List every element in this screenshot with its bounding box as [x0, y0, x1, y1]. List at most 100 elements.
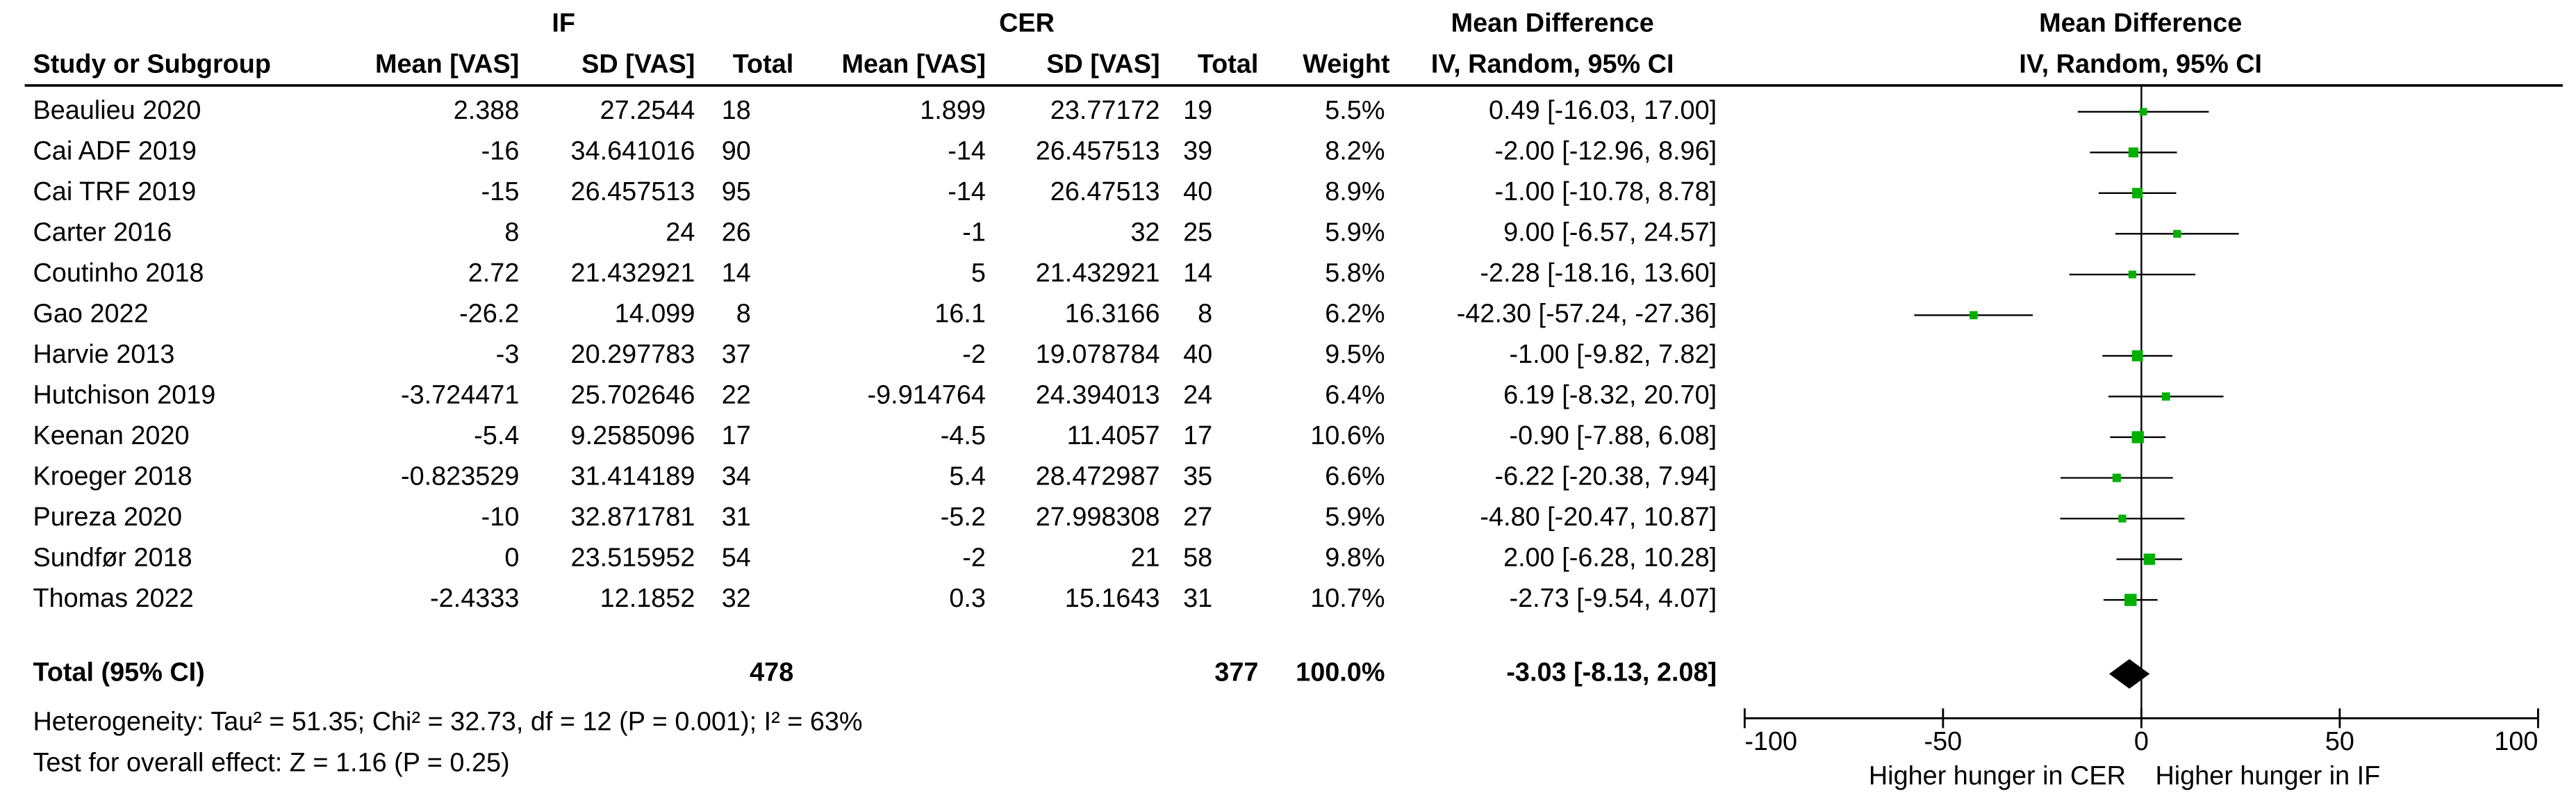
weight: 6.4% [1325, 380, 1385, 409]
effect-square [1970, 311, 1978, 320]
effect-square [2131, 350, 2143, 361]
table-cell: 2.72 [468, 259, 520, 288]
effect-square [2132, 188, 2143, 199]
ci-label: -6.22 [-20.38, 7.94] [1494, 462, 1717, 491]
table-cell: 2.388 [454, 96, 520, 125]
table-cell: 14.099 [615, 299, 695, 328]
ci-label: 2.00 [-6.28, 10.28] [1503, 544, 1717, 573]
table-cell: -5.4 [474, 421, 519, 450]
x-label-left: Higher hunger in CER [1869, 761, 2126, 790]
table-cell: 32 [1130, 218, 1159, 247]
table-cell: 24 [666, 218, 695, 247]
group-header: IF [552, 8, 575, 38]
table-cell: -15 [481, 177, 520, 206]
study-name: Coutinho 2018 [33, 259, 204, 288]
table-cell: 26.457513 [571, 177, 695, 206]
effect-square [2128, 270, 2136, 279]
table-cell: -2.4333 [430, 584, 519, 613]
note: Heterogeneity: Tau² = 51.35; Chi² = 32.7… [33, 707, 862, 736]
table-cell: 24.394013 [1036, 380, 1160, 409]
ci-label: -1.00 [-10.78, 8.78] [1494, 177, 1717, 206]
table-cell: 16.3166 [1065, 299, 1160, 328]
weight: 5.8% [1325, 259, 1385, 288]
ci-label: 9.00 [-6.57, 24.57] [1503, 218, 1717, 247]
table-cell: 95 [722, 177, 751, 206]
table-cell: 20.297783 [571, 340, 695, 369]
x-tick-label: -100 [1744, 727, 1797, 756]
table-cell: 58 [1183, 544, 1212, 573]
table-cell: -3 [496, 340, 520, 369]
table-cell: -10 [481, 503, 520, 532]
table-cell: 19 [1183, 96, 1212, 125]
table-cell: 27.2544 [600, 96, 695, 125]
table-cell: 21 [1130, 544, 1159, 573]
table-cell: 22 [722, 380, 751, 409]
effect-square [2139, 108, 2147, 116]
table-cell: 26 [722, 218, 751, 247]
column-header: SD [VAS] [581, 50, 695, 79]
weight: 5.9% [1325, 503, 1385, 532]
table-cell: -1 [962, 218, 986, 247]
table-cell: 39 [1183, 136, 1212, 165]
table-cell: 18 [722, 96, 751, 125]
study-name: Harvie 2013 [33, 340, 174, 369]
column-header: SD [VAS] [1046, 50, 1159, 79]
table-cell: -5.2 [941, 503, 986, 532]
x-tick-label: 100 [2494, 727, 2538, 756]
table-cell: 32 [722, 584, 751, 613]
study-name: Pureza 2020 [33, 503, 182, 532]
weight: 6.2% [1325, 299, 1385, 328]
weight: 8.2% [1325, 136, 1385, 165]
column-header: Mean [VAS] [842, 50, 986, 79]
table-cell: 40 [1183, 340, 1212, 369]
table-cell: 34.641016 [571, 136, 695, 165]
table-cell: 8 [504, 218, 519, 247]
table-cell: 9.2585096 [571, 421, 695, 450]
table-cell: 17 [722, 421, 751, 450]
effect-square [2118, 514, 2127, 523]
table-cell: 32.871781 [571, 503, 695, 532]
weight: 8.9% [1325, 177, 1385, 206]
table-cell: 14 [1183, 259, 1212, 288]
table-cell: 15.1643 [1065, 584, 1160, 613]
ci-label: 6.19 [-8.32, 20.70] [1503, 380, 1717, 409]
weight: 5.9% [1325, 218, 1385, 247]
table-cell: 26.457513 [1036, 136, 1160, 165]
column-header: Study or Subgroup [33, 50, 271, 79]
study-name: Beaulieu 2020 [33, 96, 201, 125]
x-tick-label: 50 [2325, 727, 2354, 756]
ci-label: -2.28 [-18.16, 13.60] [1480, 259, 1717, 288]
study-name: Kroeger 2018 [33, 462, 192, 491]
table-cell: 8 [1198, 299, 1212, 328]
table-cell: -14 [948, 136, 986, 165]
group-header: Mean Difference [1451, 8, 1654, 38]
column-header: IV, Random, 95% CI [1431, 50, 1674, 79]
x-tick-label: 0 [2134, 727, 2149, 756]
table-cell: 17 [1183, 421, 1212, 450]
effect-square [2124, 594, 2137, 606]
column-header: Total [733, 50, 794, 79]
study-name: Gao 2022 [33, 299, 148, 328]
table-cell: 26.47513 [1050, 177, 1160, 206]
table-cell: 37 [722, 340, 751, 369]
column-header: Total [1198, 50, 1259, 79]
table-cell: -3.724471 [401, 380, 519, 409]
total-weight: 100.0% [1296, 658, 1385, 687]
study-name: Cai TRF 2019 [33, 177, 196, 206]
table-cell: -0.823529 [401, 462, 519, 491]
weight: 10.6% [1310, 421, 1385, 450]
study-name: Keenan 2020 [33, 421, 189, 450]
table-cell: -26.2 [459, 299, 519, 328]
table-cell: 1.899 [920, 96, 986, 125]
effect-square [2161, 392, 2170, 401]
ci-label: -0.90 [-7.88, 6.08] [1510, 421, 1717, 450]
table-cell: 31 [1183, 584, 1212, 613]
table-cell: 0 [504, 544, 519, 573]
table-cell: -14 [948, 177, 986, 206]
table-cell: 34 [722, 462, 751, 491]
table-cell: 25 [1183, 218, 1212, 247]
study-name: Sundfør 2018 [33, 544, 192, 573]
table-cell: 35 [1183, 462, 1212, 491]
table-cell: 24 [1183, 380, 1212, 409]
